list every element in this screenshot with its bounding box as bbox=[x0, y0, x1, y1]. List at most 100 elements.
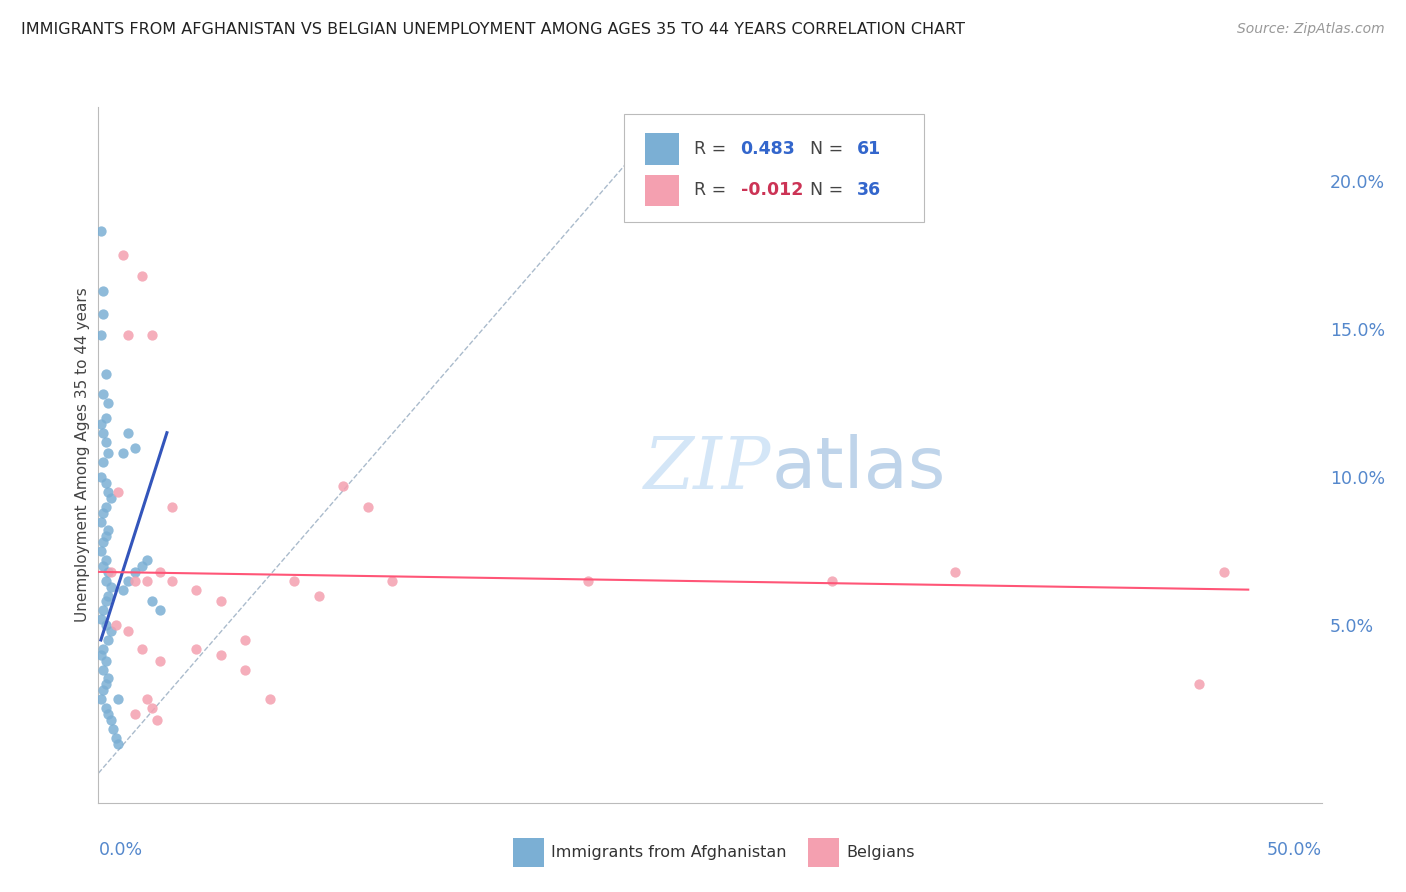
Point bbox=[100, 624, 122, 638]
Point bbox=[149, 654, 172, 668]
Text: Immigrants from Afghanistan: Immigrants from Afghanistan bbox=[551, 846, 786, 860]
Point bbox=[91, 641, 114, 656]
Text: 36: 36 bbox=[856, 181, 882, 199]
Point bbox=[111, 248, 134, 262]
Point bbox=[97, 589, 120, 603]
Point bbox=[136, 553, 159, 567]
Point bbox=[97, 484, 120, 499]
Text: IMMIGRANTS FROM AFGHANISTAN VS BELGIAN UNEMPLOYMENT AMONG AGES 35 TO 44 YEARS CO: IMMIGRANTS FROM AFGHANISTAN VS BELGIAN U… bbox=[21, 22, 965, 37]
Point bbox=[100, 491, 122, 505]
Point bbox=[91, 425, 114, 440]
Point bbox=[94, 553, 117, 567]
Point bbox=[94, 701, 117, 715]
Point bbox=[100, 580, 122, 594]
Text: ZIP: ZIP bbox=[644, 434, 772, 504]
Point bbox=[94, 367, 117, 381]
Point bbox=[104, 731, 127, 745]
Point bbox=[90, 544, 112, 558]
Point bbox=[124, 574, 146, 588]
Point bbox=[283, 574, 305, 588]
Point bbox=[124, 706, 146, 721]
Text: 0.0%: 0.0% bbox=[98, 841, 142, 859]
Point bbox=[131, 558, 153, 573]
Point bbox=[381, 574, 404, 588]
Point bbox=[94, 594, 117, 608]
Text: Belgians: Belgians bbox=[846, 846, 915, 860]
Point bbox=[97, 672, 120, 686]
Point bbox=[101, 722, 124, 736]
Point bbox=[117, 425, 139, 440]
Point bbox=[94, 529, 117, 543]
Point bbox=[94, 618, 117, 632]
Point bbox=[233, 663, 256, 677]
Point bbox=[91, 603, 114, 617]
Point bbox=[160, 500, 183, 514]
Point bbox=[104, 618, 127, 632]
Point bbox=[259, 692, 281, 706]
Point bbox=[90, 515, 112, 529]
Point bbox=[332, 479, 354, 493]
Point bbox=[131, 268, 153, 283]
Text: -0.012: -0.012 bbox=[741, 181, 803, 199]
Point bbox=[91, 455, 114, 469]
Point bbox=[124, 441, 146, 455]
Point bbox=[209, 594, 232, 608]
Point bbox=[97, 396, 120, 410]
Point bbox=[94, 476, 117, 491]
Text: N =: N = bbox=[810, 181, 849, 199]
Point bbox=[186, 641, 208, 656]
Text: 50.0%: 50.0% bbox=[1267, 841, 1322, 859]
Point bbox=[97, 446, 120, 460]
Point bbox=[100, 565, 122, 579]
Point bbox=[94, 654, 117, 668]
Point bbox=[141, 328, 163, 343]
Point bbox=[160, 574, 183, 588]
Text: 0.483: 0.483 bbox=[741, 140, 796, 158]
Point bbox=[90, 328, 112, 343]
Point bbox=[94, 434, 117, 449]
Point bbox=[107, 692, 129, 706]
Text: atlas: atlas bbox=[772, 434, 946, 503]
Point bbox=[94, 574, 117, 588]
Text: N =: N = bbox=[810, 140, 849, 158]
Point bbox=[124, 565, 146, 579]
Point bbox=[308, 589, 330, 603]
Point bbox=[209, 648, 232, 662]
Point bbox=[97, 706, 120, 721]
Point bbox=[91, 683, 114, 698]
Text: R =: R = bbox=[695, 181, 733, 199]
FancyBboxPatch shape bbox=[645, 134, 679, 165]
Point bbox=[111, 582, 134, 597]
Point bbox=[100, 713, 122, 727]
Point bbox=[136, 574, 159, 588]
Point bbox=[107, 484, 129, 499]
Point bbox=[97, 632, 120, 647]
Point bbox=[94, 500, 117, 514]
Point bbox=[141, 594, 163, 608]
Point bbox=[233, 632, 256, 647]
Point bbox=[90, 648, 112, 662]
FancyBboxPatch shape bbox=[624, 114, 924, 222]
Point bbox=[146, 713, 169, 727]
Point bbox=[149, 603, 172, 617]
Point bbox=[1212, 565, 1234, 579]
Point bbox=[107, 737, 129, 751]
Point bbox=[117, 574, 139, 588]
Point bbox=[90, 224, 112, 238]
Point bbox=[90, 470, 112, 484]
Point bbox=[90, 692, 112, 706]
Point bbox=[149, 565, 172, 579]
Point bbox=[90, 612, 112, 626]
Point bbox=[91, 284, 114, 298]
Text: Source: ZipAtlas.com: Source: ZipAtlas.com bbox=[1237, 22, 1385, 37]
Point bbox=[821, 574, 844, 588]
Point bbox=[97, 524, 120, 538]
Point bbox=[90, 417, 112, 431]
Point bbox=[91, 663, 114, 677]
Point bbox=[131, 641, 153, 656]
Point bbox=[91, 535, 114, 549]
Text: R =: R = bbox=[695, 140, 733, 158]
Point bbox=[117, 624, 139, 638]
Point bbox=[117, 328, 139, 343]
Point bbox=[94, 411, 117, 425]
